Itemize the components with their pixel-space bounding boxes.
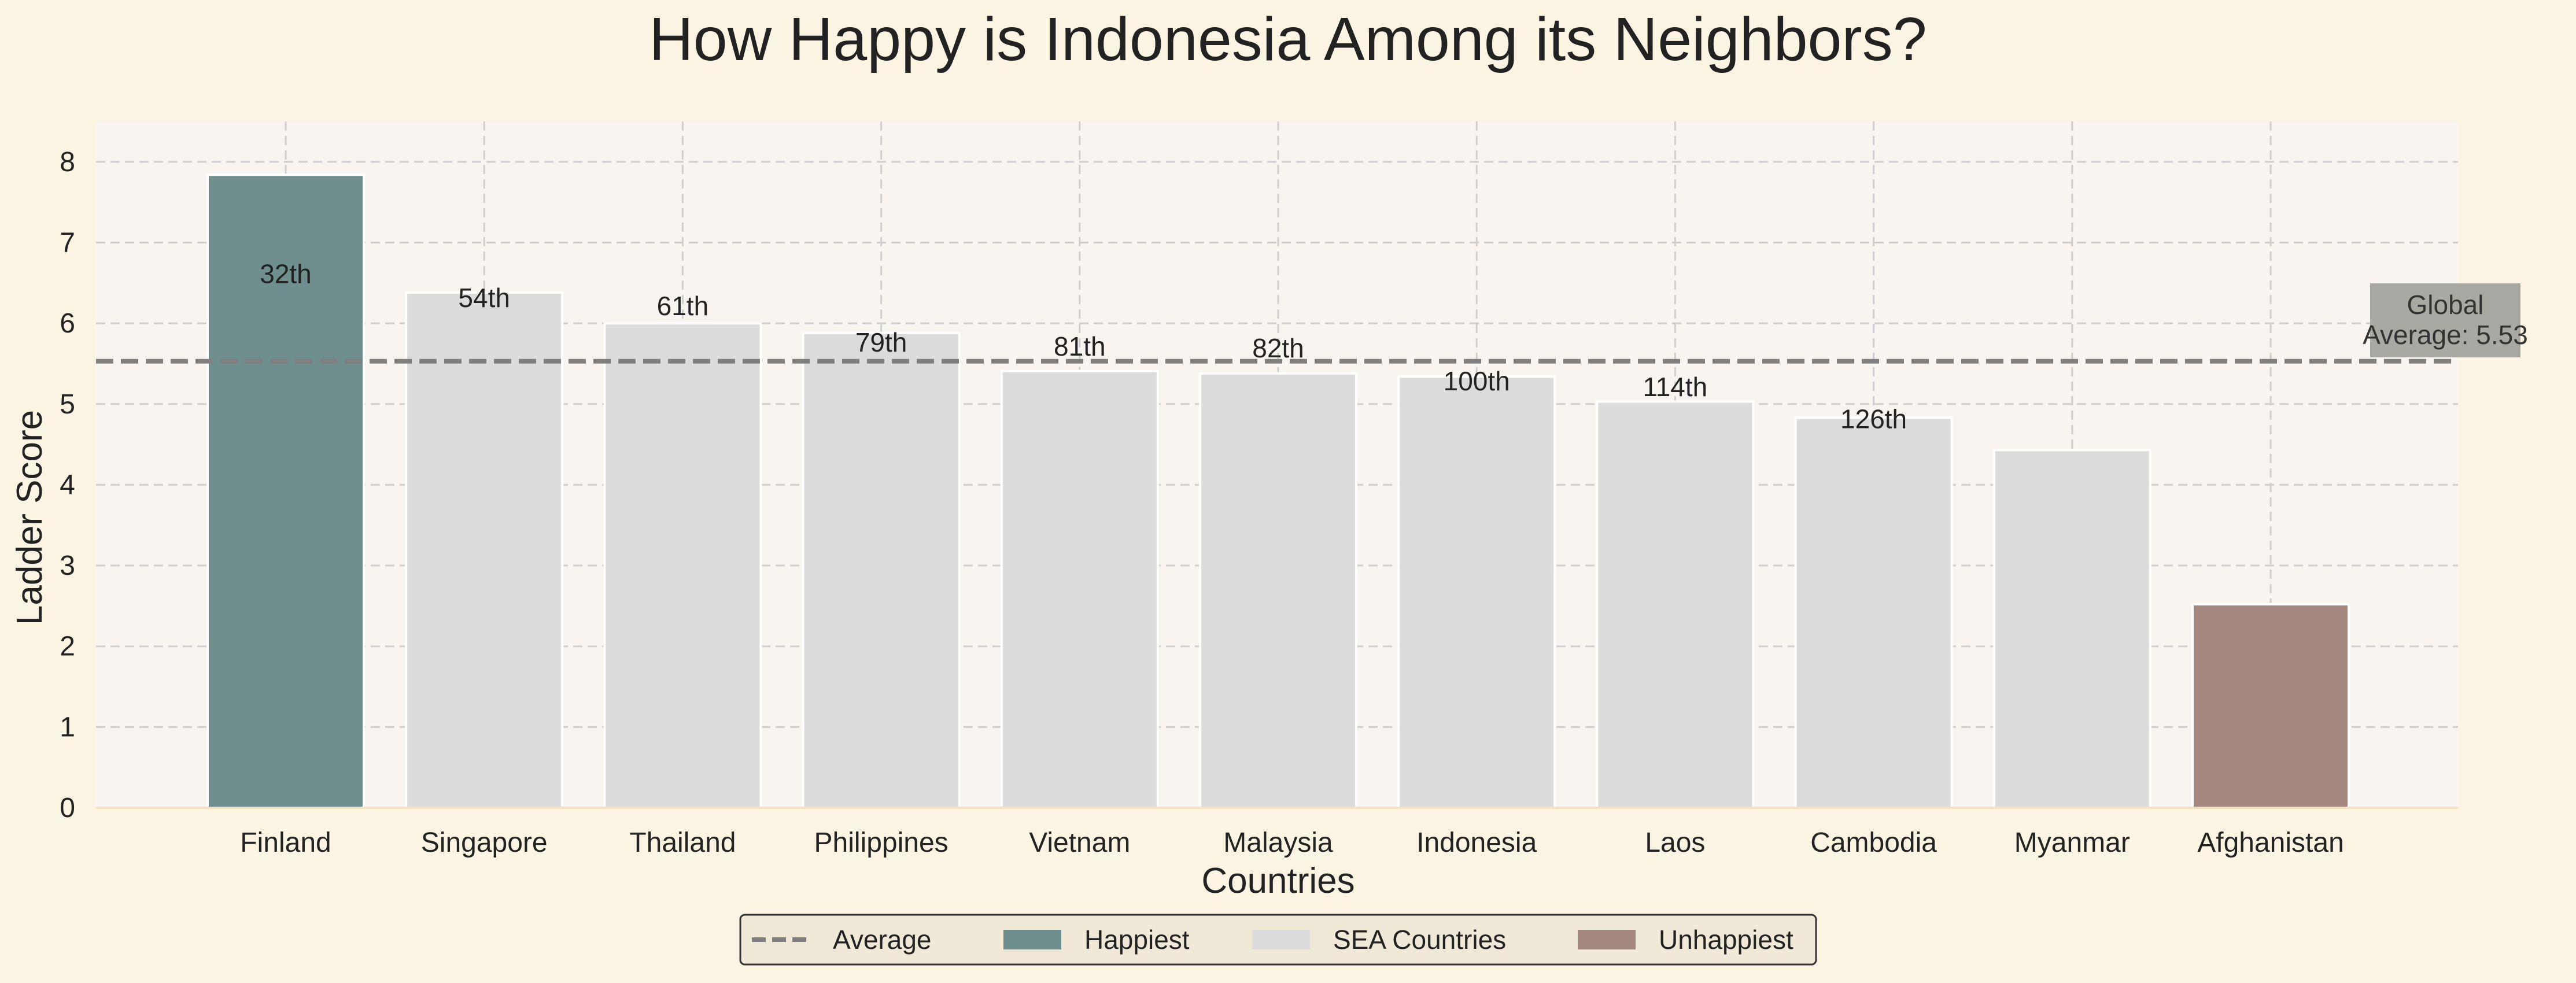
bar-laos	[1596, 400, 1755, 809]
rank-label: 79th	[855, 327, 907, 357]
x-tick-label: Finland	[240, 827, 331, 858]
x-tick-label: Afghanistan	[2197, 827, 2344, 858]
x-tick-label: Singapore	[421, 827, 548, 858]
legend-swatch-happiest	[1003, 930, 1061, 949]
y-tick-label: 1	[60, 712, 75, 742]
x-tick-label: Myanmar	[2014, 827, 2130, 858]
x-tick-label: Cambodia	[1810, 827, 1937, 858]
legend-swatch-unhappiest	[1578, 930, 1636, 949]
y-tick-label: 6	[60, 308, 75, 339]
legend: Average Happiest SEA Countries Unhappiest	[739, 914, 1817, 966]
x-tick-label: Indonesia	[1416, 827, 1537, 858]
x-axis-ticks: Finland Singapore Thailand Philippines Vietn…	[240, 827, 2344, 858]
y-tick-label: 7	[60, 227, 75, 258]
y-tick-label: 2	[60, 631, 75, 662]
legend-label-unhappiest: Unhappiest	[1659, 925, 1793, 955]
x-tick-label: Philippines	[814, 827, 949, 858]
x-axis-label: Countries	[1201, 861, 1355, 901]
x-tick-label: Vietnam	[1029, 827, 1130, 858]
rank-label: 100th	[1444, 366, 1510, 396]
legend-swatch-sea	[1252, 930, 1310, 949]
y-tick-label: 0	[60, 793, 75, 823]
rank-label: 126th	[1840, 404, 1907, 434]
x-tick-label: Laos	[1645, 827, 1705, 858]
y-tick-label: 8	[60, 147, 75, 178]
legend-label-sea: SEA Countries	[1333, 925, 1506, 955]
rank-label: 81th	[1054, 331, 1106, 361]
rank-labels: 32th 54th 61th 79th 81th 82th 100th 114th 126th	[260, 258, 1907, 434]
bar-thailand	[603, 322, 762, 809]
y-tick-label: 4	[60, 470, 75, 500]
rank-label: 54th	[458, 283, 510, 313]
bar-cambodia	[1794, 416, 1953, 809]
y-axis-label: Ladder Score	[10, 410, 50, 625]
legend-label-average: Average	[833, 925, 932, 955]
rank-label: 82th	[1252, 333, 1304, 363]
bar-finland	[206, 173, 365, 809]
average-annotation-box	[2370, 283, 2520, 357]
bar-singapore	[405, 291, 564, 809]
average-annotation-line2: Average: 5.53	[2363, 320, 2528, 350]
rank-label: 61th	[657, 291, 709, 321]
rank-label: 32th	[260, 258, 312, 289]
bars	[96, 173, 2458, 809]
legend-label-happiest: Happiest	[1084, 925, 1190, 955]
bar-vietnam	[1000, 369, 1159, 809]
bar-indonesia	[1397, 375, 1556, 809]
chart-title: How Happy is Indonesia Among its Neighbo…	[649, 5, 1927, 73]
y-axis-ticks: 0 1 2 3 4 5 6 7 8	[60, 147, 75, 823]
x-tick-label: Malaysia	[1223, 827, 1333, 858]
y-tick-label: 3	[60, 550, 75, 581]
rank-label: 114th	[1643, 372, 1708, 402]
x-tick-label: Thailand	[629, 827, 736, 858]
bar-philippines	[802, 331, 961, 809]
y-tick-label: 5	[60, 389, 75, 420]
bar-myanmar	[1992, 449, 2151, 809]
bar-malaysia	[1199, 372, 1357, 809]
bar-afghanistan	[2191, 603, 2350, 809]
average-annotation-line1: Global	[2407, 290, 2484, 320]
